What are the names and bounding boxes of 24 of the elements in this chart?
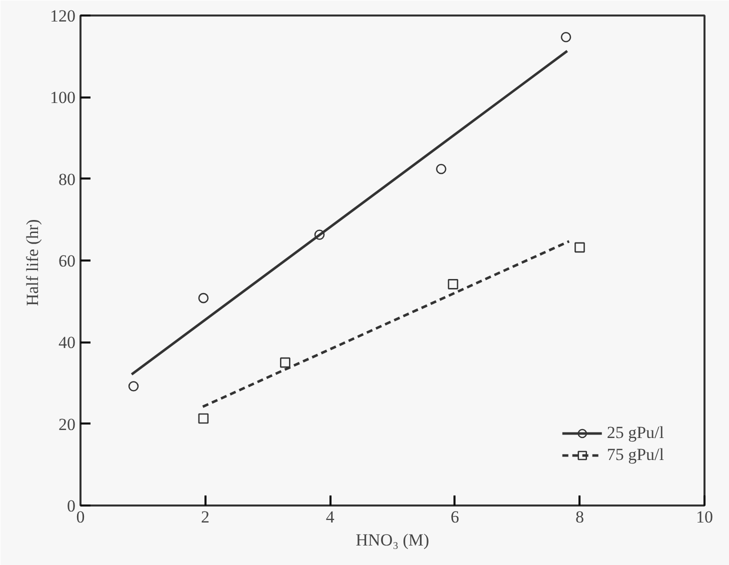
point — [436, 164, 446, 174]
y-tick-label: 120 — [50, 6, 76, 26]
y-tick-label: 40 — [58, 333, 76, 352]
point — [314, 230, 325, 240]
y-tick-label: 60 — [58, 252, 76, 270]
y-tick-label: 100 — [50, 88, 76, 108]
x-axis-title: HNO₃ (M) — [356, 530, 430, 550]
legend-label: 25 gPu/l — [606, 423, 664, 443]
x-tick-label: 8 — [575, 508, 584, 526]
point — [280, 357, 290, 368]
y-tick-label: 80 — [58, 170, 76, 189]
x-tick-label: 4 — [326, 508, 335, 526]
x-tick-label: 2 — [201, 508, 210, 526]
x-tick-label: 10 — [696, 508, 713, 526]
x-tick-label: 6 — [450, 508, 460, 526]
y-tick-label: 20 — [58, 414, 76, 434]
y-axis-title: Half life (hr) — [23, 219, 42, 306]
point — [448, 279, 458, 290]
point — [128, 381, 139, 392]
point — [198, 292, 209, 304]
point — [574, 242, 585, 253]
point — [560, 32, 572, 42]
legend-label: 75 gPu/l — [606, 445, 664, 465]
point — [198, 413, 209, 424]
